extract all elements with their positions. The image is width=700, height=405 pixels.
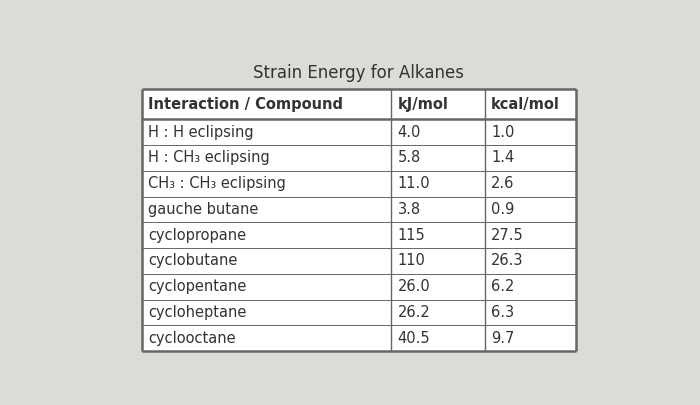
Text: 40.5: 40.5 bbox=[398, 331, 430, 346]
Text: 115: 115 bbox=[398, 228, 426, 243]
Text: 27.5: 27.5 bbox=[491, 228, 524, 243]
Text: 6.2: 6.2 bbox=[491, 279, 514, 294]
Text: kJ/mol: kJ/mol bbox=[398, 97, 449, 112]
Text: 11.0: 11.0 bbox=[398, 176, 430, 191]
Text: 26.3: 26.3 bbox=[491, 254, 524, 269]
Text: 1.4: 1.4 bbox=[491, 150, 514, 165]
Text: CH₃ : CH₃ eclipsing: CH₃ : CH₃ eclipsing bbox=[148, 176, 286, 191]
Text: cyclopentane: cyclopentane bbox=[148, 279, 246, 294]
Text: 26.2: 26.2 bbox=[398, 305, 430, 320]
Text: gauche butane: gauche butane bbox=[148, 202, 258, 217]
Text: 2.6: 2.6 bbox=[491, 176, 514, 191]
Text: H : H eclipsing: H : H eclipsing bbox=[148, 125, 254, 140]
Text: Interaction / Compound: Interaction / Compound bbox=[148, 97, 343, 112]
Text: cyclopropane: cyclopropane bbox=[148, 228, 246, 243]
Text: H : CH₃ eclipsing: H : CH₃ eclipsing bbox=[148, 150, 270, 165]
Text: cyclooctane: cyclooctane bbox=[148, 331, 236, 346]
Text: 0.9: 0.9 bbox=[491, 202, 514, 217]
Text: 5.8: 5.8 bbox=[398, 150, 421, 165]
Text: cyclobutane: cyclobutane bbox=[148, 254, 237, 269]
Text: 3.8: 3.8 bbox=[398, 202, 421, 217]
Text: 4.0: 4.0 bbox=[398, 125, 421, 140]
Bar bbox=[141, 89, 575, 351]
Text: 1.0: 1.0 bbox=[491, 125, 514, 140]
Text: cycloheptane: cycloheptane bbox=[148, 305, 246, 320]
Text: 6.3: 6.3 bbox=[491, 305, 514, 320]
Text: Strain Energy for Alkanes: Strain Energy for Alkanes bbox=[253, 64, 464, 82]
Text: 9.7: 9.7 bbox=[491, 331, 514, 346]
Text: 26.0: 26.0 bbox=[398, 279, 430, 294]
Text: 110: 110 bbox=[398, 254, 426, 269]
Text: kcal/mol: kcal/mol bbox=[491, 97, 560, 112]
